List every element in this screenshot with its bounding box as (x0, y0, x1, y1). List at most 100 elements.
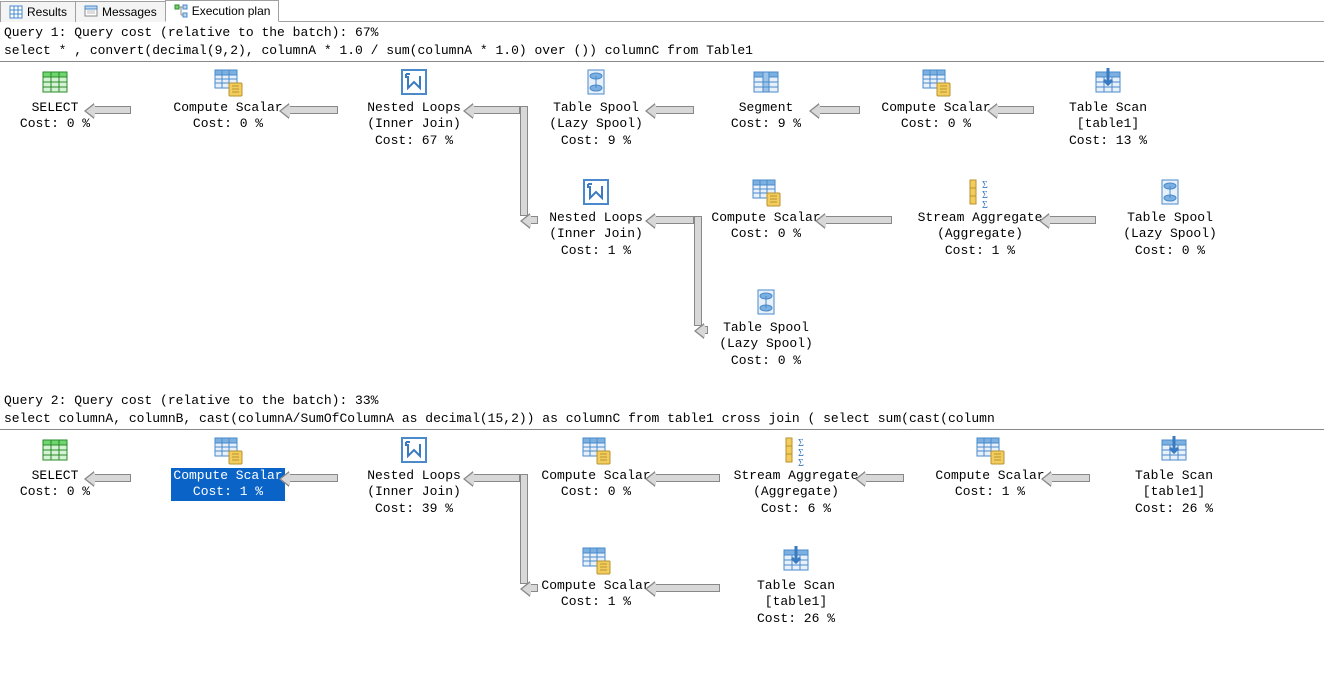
node-label: Compute ScalarCost: 0 % (539, 468, 652, 501)
flow-arrow (864, 474, 904, 482)
node-label: Nested Loops(Inner Join)Cost: 1 % (547, 210, 645, 259)
node-label: Table Scan[table1]Cost: 26 % (755, 578, 837, 627)
node-label: Compute ScalarCost: 1 % (539, 578, 652, 611)
flow-arrow (288, 474, 338, 482)
node-label: Compute ScalarCost: 1 % (933, 468, 1046, 501)
cs-icon (212, 434, 244, 466)
flow-arrow (703, 326, 708, 334)
flow-arrow (288, 106, 338, 114)
plan-node-scan1[interactable]: Table Scan[table1]Cost: 13 % (1028, 66, 1188, 149)
segment-icon (750, 66, 782, 98)
tab-results[interactable]: Results (0, 1, 76, 22)
query2-plan[interactable]: SELECTCost: 0 % Compute ScalarCost: 1 % Ne… (0, 430, 1324, 680)
cs-icon (920, 66, 952, 98)
plan-node-cs3[interactable]: Compute ScalarCost: 1 % (910, 434, 1070, 501)
query1-header: Query 1: Query cost (relative to the bat… (0, 22, 1324, 62)
nl-icon (398, 66, 430, 98)
plan-node-spool3[interactable]: Table Spool(Lazy Spool)Cost: 0 % (686, 286, 846, 369)
flow-arrow (996, 106, 1034, 114)
spool-icon (1154, 176, 1186, 208)
flow-arrow (520, 474, 528, 584)
sagg-icon: ΣΣΣ (780, 434, 812, 466)
tab-messages[interactable]: Messages (75, 1, 166, 22)
nl-icon (580, 176, 612, 208)
node-label: Nested Loops(Inner Join)Cost: 67 % (365, 100, 463, 149)
plan-node-cs4[interactable]: Compute ScalarCost: 1 % (516, 544, 676, 611)
node-label: SegmentCost: 9 % (729, 100, 803, 133)
flow-arrow (472, 106, 520, 114)
flow-arrow (654, 106, 694, 114)
plan-node-scan1[interactable]: Table Scan[table1]Cost: 26 % (1094, 434, 1254, 517)
results-icon (9, 5, 23, 19)
svg-text:Σ: Σ (798, 458, 804, 466)
flow-arrow (529, 216, 538, 224)
node-label: Compute ScalarCost: 0 % (171, 100, 284, 133)
node-label: SELECTCost: 0 % (18, 100, 92, 133)
spool-icon (750, 286, 782, 318)
spool-icon (580, 66, 612, 98)
node-label: Stream Aggregate(Aggregate)Cost: 1 % (916, 210, 1045, 259)
flow-arrow (93, 106, 131, 114)
flow-arrow (529, 584, 538, 592)
select-icon (39, 66, 71, 98)
execplan-icon (174, 4, 188, 18)
node-label: Stream Aggregate(Aggregate)Cost: 6 % (732, 468, 861, 517)
node-label: Table Scan[table1]Cost: 13 % (1067, 100, 1149, 149)
query1-sql: select * , convert(decimal(9,2), columnA… (4, 43, 753, 58)
content-area: Query 1: Query cost (relative to the bat… (0, 22, 1324, 680)
plan-node-segment[interactable]: SegmentCost: 9 % (686, 66, 846, 133)
flow-arrow (824, 216, 892, 224)
plan-node-cs2[interactable]: Compute ScalarCost: 0 % (856, 66, 1016, 133)
node-label: Compute ScalarCost: 1 % (171, 468, 284, 501)
node-label: Table Spool(Lazy Spool)Cost: 9 % (547, 100, 645, 149)
svg-text:Σ: Σ (982, 200, 988, 208)
scan-icon (1092, 66, 1124, 98)
flow-arrow (818, 106, 860, 114)
flow-arrow (694, 216, 702, 326)
plan-node-spool2[interactable]: Table Spool(Lazy Spool)Cost: 0 % (1090, 176, 1250, 259)
node-label: Compute ScalarCost: 0 % (879, 100, 992, 133)
cs-icon (974, 434, 1006, 466)
messages-icon (84, 5, 98, 19)
flow-arrow (93, 474, 131, 482)
query1-title: Query 1: Query cost (relative to the bat… (4, 25, 378, 40)
flow-arrow (1050, 474, 1090, 482)
query1-plan[interactable]: SELECTCost: 0 % Compute ScalarCost: 0 % Ne… (0, 62, 1324, 390)
query2-header: Query 2: Query cost (relative to the bat… (0, 390, 1324, 430)
tabs-bar: Results Messages Execution plan (0, 0, 1324, 22)
tab-messages-label: Messages (102, 5, 157, 19)
cs-icon (580, 544, 612, 576)
scan-icon (780, 544, 812, 576)
query2-title: Query 2: Query cost (relative to the bat… (4, 393, 378, 408)
sagg-icon: ΣΣΣ (964, 176, 996, 208)
node-label: Compute ScalarCost: 0 % (709, 210, 822, 243)
nl-icon (398, 434, 430, 466)
plan-node-sagg[interactable]: ΣΣΣStream Aggregate(Aggregate)Cost: 1 % (900, 176, 1060, 259)
flow-arrow (654, 474, 720, 482)
plan-node-select[interactable]: SELECTCost: 0 % (0, 434, 135, 501)
flow-arrow (654, 584, 720, 592)
cs-icon (212, 66, 244, 98)
scan-icon (1158, 434, 1190, 466)
plan-node-select[interactable]: SELECTCost: 0 % (0, 66, 135, 133)
tab-execplan-label: Execution plan (192, 4, 271, 18)
tab-execution-plan[interactable]: Execution plan (165, 0, 280, 22)
plan-node-cs1[interactable]: Compute ScalarCost: 1 % (148, 434, 308, 501)
flow-arrow (472, 474, 520, 482)
plan-node-scan2[interactable]: Table Scan[table1]Cost: 26 % (716, 544, 876, 627)
node-label: Nested Loops(Inner Join)Cost: 39 % (365, 468, 463, 517)
plan-node-cs1[interactable]: Compute ScalarCost: 0 % (148, 66, 308, 133)
node-label: Table Spool(Lazy Spool)Cost: 0 % (717, 320, 815, 369)
node-label: Table Spool(Lazy Spool)Cost: 0 % (1121, 210, 1219, 259)
flow-arrow (654, 216, 694, 224)
tab-results-label: Results (27, 5, 67, 19)
plan-node-cs3[interactable]: Compute ScalarCost: 0 % (686, 176, 846, 243)
plan-node-sagg[interactable]: ΣΣΣStream Aggregate(Aggregate)Cost: 6 % (716, 434, 876, 517)
flow-arrow (520, 106, 528, 216)
plan-node-cs2[interactable]: Compute ScalarCost: 0 % (516, 434, 676, 501)
node-label: SELECTCost: 0 % (18, 468, 92, 501)
query2-sql: select columnA, columnB, cast(columnA/Su… (4, 411, 995, 426)
node-label: Table Scan[table1]Cost: 26 % (1133, 468, 1215, 517)
select-icon (39, 434, 71, 466)
cs-icon (580, 434, 612, 466)
